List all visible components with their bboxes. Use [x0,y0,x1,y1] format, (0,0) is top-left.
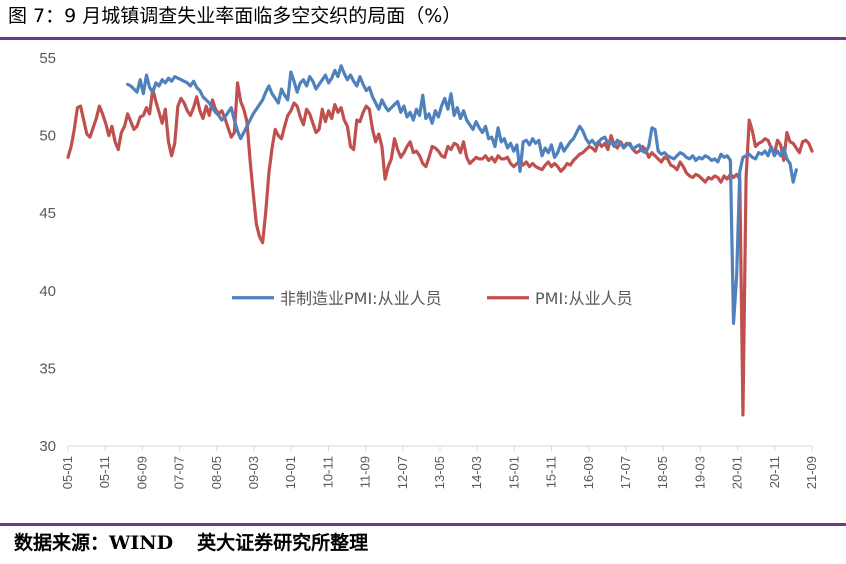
legend-item-pmi-label: PMI:从业人员 [535,289,633,308]
line-chart: 30 35 40 45 50 55 05-01 05-11 06-09 07-07 08-05 09… [39,50,819,489]
series-line-nonmanufacturing [126,64,798,325]
x-tick-label: 20-01 [730,456,745,489]
x-tick-label: 14-03 [469,456,484,489]
y-tick-label: 50 [39,128,56,145]
chart-title: 图 7：9 月城镇调查失业率面临多空交织的局面（%） [8,5,462,27]
x-tick-label: 05-01 [60,456,75,489]
legend-item-nonmanufacturing-label: 非制造业PMI:从业人员 [280,289,442,308]
source-note: 数据来源：WIND 英大证券研究所整理 [14,531,368,555]
x-tick-label: 10-01 [283,456,298,489]
x-tick-label: 07-07 [172,456,187,489]
x-tick-label: 05-11 [97,456,112,488]
x-tick-label: 12-07 [395,456,410,489]
y-tick-label: 30 [39,438,56,455]
x-tick-label: 19-03 [692,456,707,489]
x-tick-label: 15-11 [544,456,559,488]
source-label: 数据来源：WIND [14,532,174,554]
legend: 非制造业PMI:从业人员 PMI:从业人员 [232,289,633,308]
x-tick-label: 18-05 [655,456,670,489]
x-axis: 05-01 05-11 06-09 07-07 08-05 09-03 10-01 10-11… [60,445,819,489]
y-axis: 30 35 40 45 50 55 [39,50,56,455]
x-tick-label: 20-11 [767,456,782,488]
x-tick-label: 10-11 [320,456,335,488]
x-tick-label: 06-09 [134,456,149,489]
x-tick-label: 08-05 [209,456,224,489]
x-tick-label: 11-09 [358,456,373,488]
series-line-pmi [66,81,814,417]
y-tick-label: 45 [39,205,56,222]
x-tick-label: 09-03 [246,456,261,489]
series-layer [66,64,814,417]
x-tick-label: 21-09 [804,456,819,489]
header-rule [0,37,846,40]
source-org: 英大证券研究所整理 [197,532,369,554]
x-tick-label: 15-01 [506,456,521,489]
y-tick-label: 40 [39,283,56,300]
x-tick-label: 16-09 [581,456,596,489]
x-tick-label: 13-05 [432,456,447,489]
y-tick-label: 55 [39,50,56,67]
x-tick-label: 17-07 [618,456,633,489]
y-tick-label: 35 [39,360,56,377]
footer-rule [0,523,846,526]
